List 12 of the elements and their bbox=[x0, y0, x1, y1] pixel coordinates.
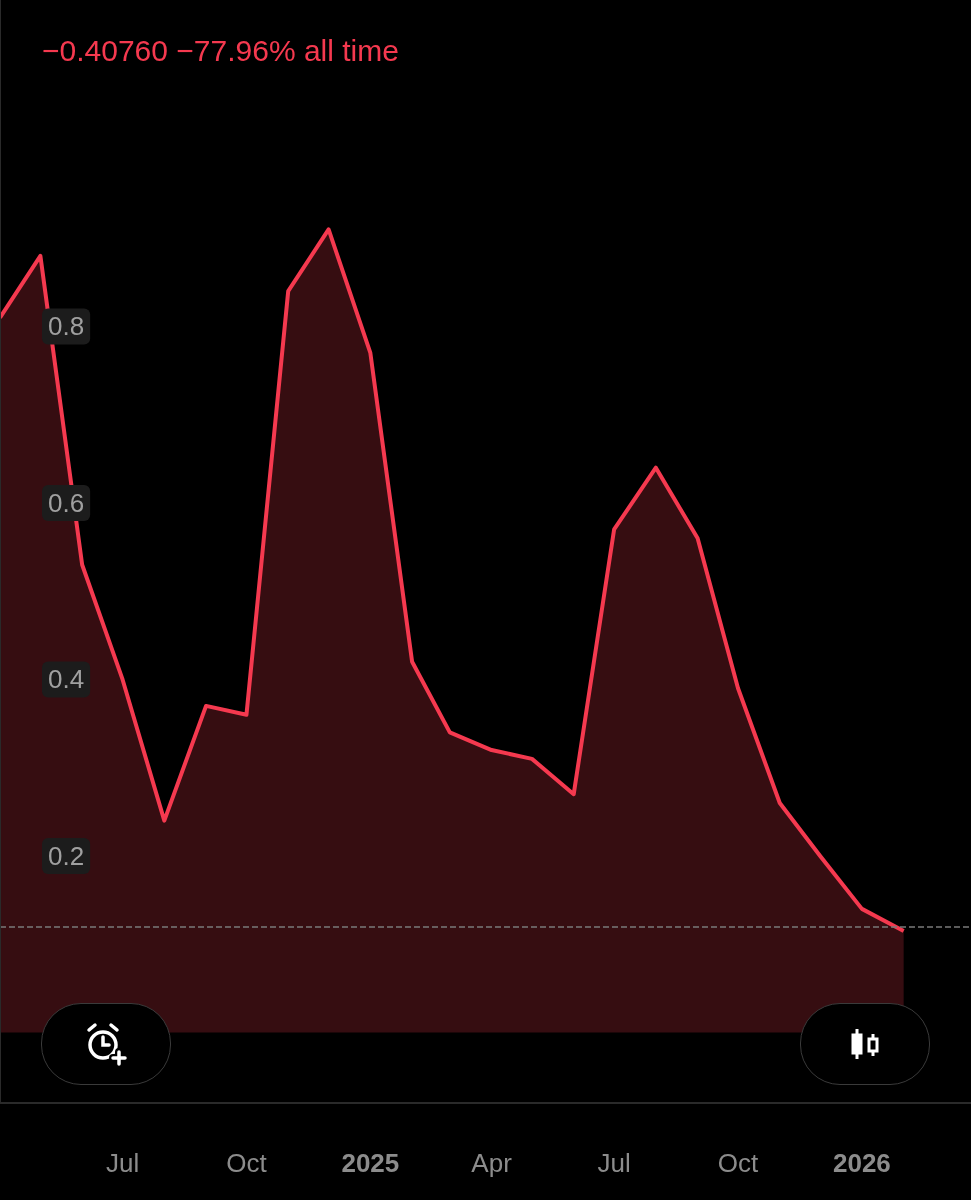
x-tick-label: Oct bbox=[717, 1148, 760, 1178]
text: −0.40760 −77.96% all time bbox=[42, 34, 399, 68]
x-tick-label: Apr bbox=[471, 1148, 513, 1178]
y-tick-label: 0.8 bbox=[48, 311, 85, 342]
x-tick-label: Jul bbox=[597, 1148, 631, 1178]
x-tick-label: Oct bbox=[226, 1148, 268, 1178]
x-tick-label: Jul bbox=[105, 1148, 140, 1178]
y-tick-label: 0.4 bbox=[48, 664, 85, 695]
y-tick-label: 0.6 bbox=[48, 487, 85, 518]
x-tick-label: 2025 bbox=[341, 1148, 400, 1178]
y-tick-label: 0.2 bbox=[48, 840, 85, 871]
x-tick-label: 2026 bbox=[832, 1148, 891, 1178]
